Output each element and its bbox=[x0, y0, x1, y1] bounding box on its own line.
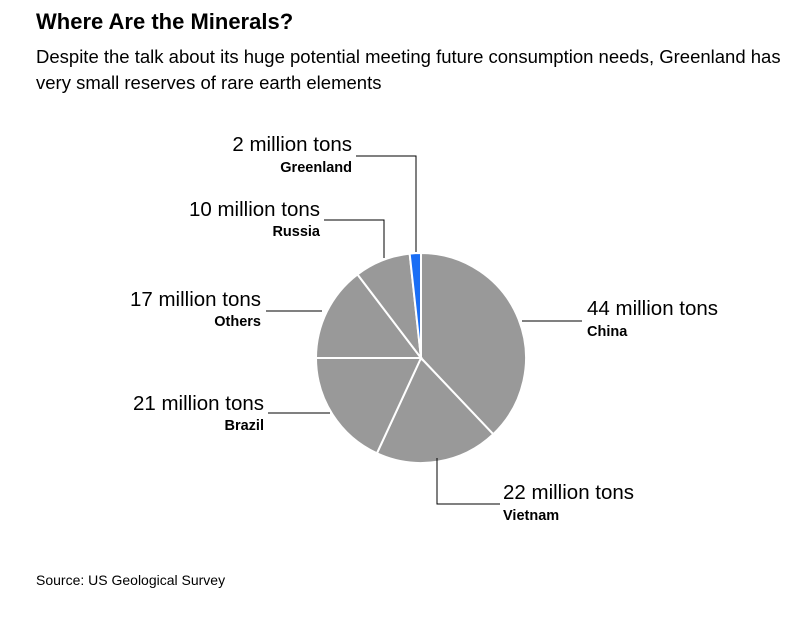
category-label-china: China bbox=[587, 324, 628, 340]
category-label-russia: Russia bbox=[272, 224, 320, 240]
value-label-others: 17 million tons bbox=[130, 288, 261, 311]
pie-slice-vietnam bbox=[375, 356, 495, 464]
chart-title: Where Are the Minerals? bbox=[36, 9, 294, 34]
pie-slice-greenland bbox=[408, 251, 422, 359]
value-label-greenland: 2 million tons bbox=[232, 133, 352, 156]
leader-line-vietnam bbox=[436, 458, 500, 505]
value-label-vietnam: 22 million tons bbox=[503, 481, 634, 504]
category-label-greenland: Greenland bbox=[280, 160, 352, 176]
leader-line-greenland bbox=[356, 155, 417, 252]
value-label-china: 44 million tons bbox=[587, 297, 718, 320]
pie-slice-others bbox=[314, 273, 424, 359]
pie-slice-brazil bbox=[314, 357, 423, 455]
category-label-vietnam: Vietnam bbox=[503, 508, 559, 524]
category-label-others: Others bbox=[214, 314, 261, 330]
category-label-brazil: Brazil bbox=[225, 418, 265, 434]
chart-subtitle: Despite the talk about its huge potentia… bbox=[36, 46, 781, 93]
pie-slice-china bbox=[420, 251, 527, 436]
value-label-russia: 10 million tons bbox=[189, 198, 320, 221]
leader-line-russia bbox=[324, 219, 385, 258]
value-label-brazil: 21 million tons bbox=[133, 392, 264, 415]
source-note: Source: US Geological Survey bbox=[36, 572, 226, 588]
